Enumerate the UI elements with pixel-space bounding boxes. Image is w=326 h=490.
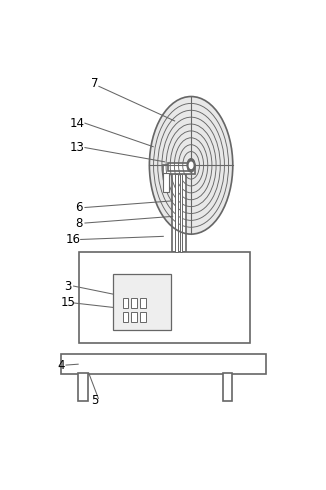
- Bar: [172, 170, 186, 252]
- Bar: [163, 165, 195, 174]
- Bar: [79, 252, 250, 343]
- Bar: [140, 298, 146, 308]
- Ellipse shape: [149, 97, 233, 234]
- Bar: [168, 163, 190, 171]
- Text: 15: 15: [61, 296, 76, 310]
- Text: 8: 8: [75, 217, 83, 229]
- Circle shape: [187, 159, 195, 171]
- Text: 13: 13: [70, 141, 85, 154]
- Bar: [131, 312, 137, 322]
- Text: 16: 16: [66, 233, 81, 246]
- Text: 7: 7: [91, 77, 99, 90]
- Text: 5: 5: [91, 394, 99, 407]
- Bar: [62, 354, 266, 374]
- Bar: [113, 274, 171, 330]
- Bar: [123, 312, 128, 322]
- Text: 4: 4: [58, 359, 65, 371]
- Bar: [123, 298, 128, 308]
- Bar: [140, 312, 146, 322]
- Bar: [131, 298, 137, 308]
- Circle shape: [189, 162, 193, 169]
- Bar: [223, 373, 232, 401]
- Text: 14: 14: [70, 117, 85, 130]
- Bar: [180, 174, 182, 252]
- Bar: [175, 174, 178, 252]
- Bar: [78, 373, 88, 401]
- Text: 6: 6: [75, 201, 83, 214]
- Bar: [163, 173, 169, 192]
- Text: 3: 3: [64, 280, 72, 293]
